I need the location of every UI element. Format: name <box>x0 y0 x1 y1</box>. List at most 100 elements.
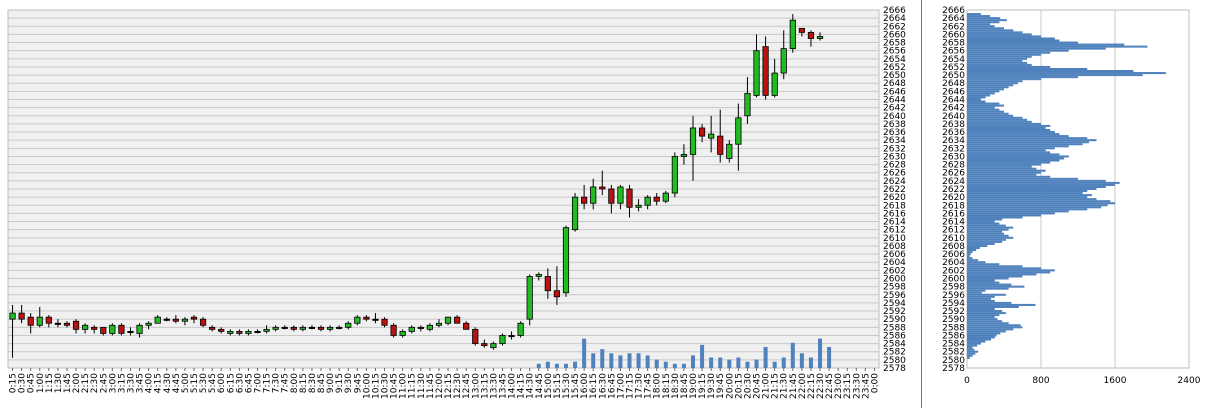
y-tick-label: 2624 <box>883 177 906 187</box>
candle <box>608 184 615 214</box>
candle-body <box>345 322 352 328</box>
profile-y-tick-label: 2620 <box>942 193 965 203</box>
x-tick-label: 18:30 <box>671 373 681 399</box>
candlestick-chart: 2578258025822584258625882590259225942596… <box>7 6 906 399</box>
candle-body <box>617 186 624 204</box>
y-tick-label: 2614 <box>883 218 906 228</box>
candle <box>490 341 497 350</box>
x-tick-label: 6:00 <box>217 373 227 393</box>
candle <box>671 152 678 198</box>
candle <box>816 32 824 41</box>
candle <box>381 317 388 328</box>
volume-bar <box>645 355 650 368</box>
candle-body <box>326 326 334 330</box>
x-tick-label: 18:45 <box>680 373 690 399</box>
profile-bar <box>967 41 1078 44</box>
candle-body <box>72 320 80 330</box>
volume-bar <box>763 347 768 368</box>
profile-bar <box>967 45 1148 48</box>
profile-bar <box>967 242 995 245</box>
candle <box>653 193 660 206</box>
profile-bar <box>967 167 1037 170</box>
profile-y-tick-label: 2642 <box>942 104 965 114</box>
candle-body <box>753 50 760 96</box>
profile-bar <box>967 273 1037 276</box>
profile-x-tick-label: 2400 <box>1178 376 1201 386</box>
profile-bar <box>967 289 986 292</box>
profile-y-tick-label: 2662 <box>942 22 965 32</box>
profile-bar <box>967 169 1046 172</box>
profile-y-tick-label: 2600 <box>942 275 965 285</box>
candle-body <box>172 318 179 322</box>
profile-bar <box>967 88 1004 91</box>
profile-bar <box>967 324 1021 327</box>
x-tick-label: 3:45 <box>136 373 146 393</box>
candle <box>54 319 62 328</box>
profile-bar <box>967 141 1090 144</box>
x-tick-label: 17:15 <box>625 373 635 399</box>
x-tick-label: 23:15 <box>843 373 853 399</box>
candle-body <box>54 322 62 325</box>
y-tick-label: 2598 <box>883 283 906 293</box>
profile-bar <box>967 295 995 298</box>
y-tick-label: 2620 <box>883 193 906 203</box>
candle <box>780 30 787 80</box>
profile-bar <box>967 94 991 97</box>
y-tick-label: 2636 <box>883 128 906 138</box>
profile-bar <box>967 261 986 264</box>
x-tick-label: 16:30 <box>598 373 608 399</box>
x-tick-label: 9:00 <box>326 373 336 393</box>
candle-body <box>154 316 161 324</box>
profile-bar <box>967 326 1023 329</box>
profile-x-tick-label: 0 <box>964 376 970 386</box>
y-tick-label: 2602 <box>883 266 906 276</box>
profile-x-tick-label: 1600 <box>1104 376 1127 386</box>
candle <box>190 315 198 324</box>
profile-bar <box>967 305 1019 308</box>
pane-divider[interactable] <box>921 0 922 408</box>
profile-bar <box>967 249 977 252</box>
volume-profile-chart: 2578258025822584258625882590259225942596… <box>942 6 1201 386</box>
profile-bar <box>967 340 986 343</box>
x-tick-label: 13:15 <box>480 373 490 399</box>
profile-bar <box>967 338 992 341</box>
candle <box>590 178 597 210</box>
x-tick-label: 4:30 <box>163 373 173 393</box>
profile-bar <box>967 70 1134 73</box>
profile-bar <box>967 122 1041 125</box>
x-tick-label: 12:15 <box>444 373 454 399</box>
candle-body <box>245 330 252 334</box>
profile-bar <box>967 139 1097 142</box>
profile-bar <box>967 314 1000 317</box>
x-tick-label: 17:30 <box>635 373 645 399</box>
candle-body <box>680 154 688 157</box>
volume-bar <box>600 349 605 368</box>
x-tick-label: 14:00 <box>508 373 518 399</box>
candle <box>127 327 134 336</box>
candle <box>517 321 524 338</box>
profile-bar <box>967 336 995 339</box>
profile-bar <box>967 285 1025 288</box>
x-tick-label: 23:30 <box>852 373 862 399</box>
profile-bar <box>967 86 1009 89</box>
x-tick-label: 8:45 <box>317 373 327 393</box>
profile-bar <box>967 218 1003 221</box>
candle <box>581 184 588 210</box>
candle-body <box>798 27 805 33</box>
x-tick-label: 11:15 <box>408 373 418 399</box>
profile-y-tick-label: 2588 <box>942 323 965 333</box>
x-tick-label: 19:30 <box>707 373 717 399</box>
profile-bar <box>967 259 979 262</box>
candle-body <box>372 318 379 321</box>
profile-bar <box>967 108 1000 111</box>
profile-y-tick-label: 2654 <box>942 55 965 65</box>
profile-bar <box>967 354 973 357</box>
profile-bar <box>967 65 1051 68</box>
candle <box>635 199 642 212</box>
profile-bar <box>967 131 1055 134</box>
profile-bar <box>967 312 1006 315</box>
volume-bar <box>654 359 659 368</box>
y-tick-label: 2654 <box>883 55 906 65</box>
x-tick-label: 7:15 <box>263 373 273 393</box>
volume-bar <box>745 361 750 368</box>
